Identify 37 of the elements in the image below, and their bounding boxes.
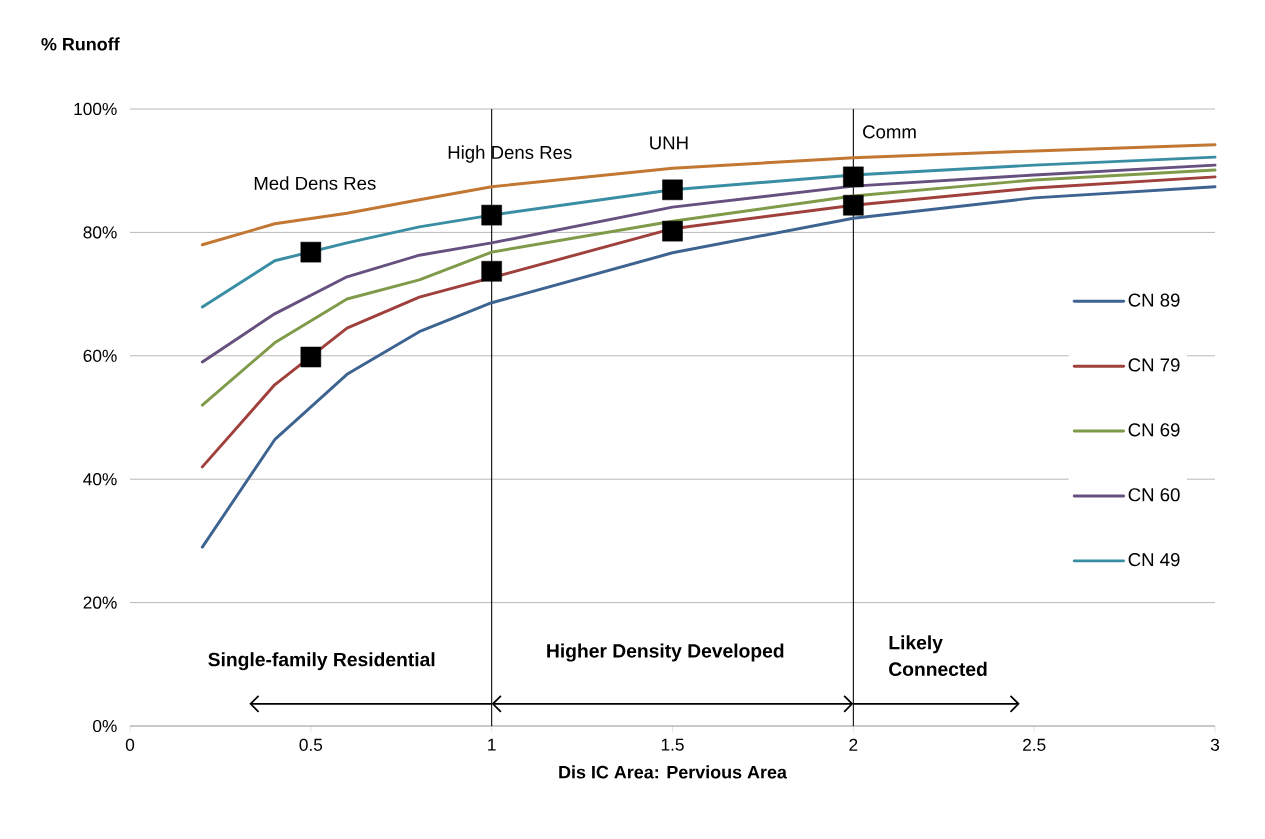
legend-label: CN 60	[1128, 488, 1180, 502]
point	[662, 179, 683, 201]
legend-label: CN 79	[1128, 358, 1180, 372]
annotation: High Dens Res	[448, 145, 572, 163]
x-tick-label: 1.5	[661, 738, 684, 751]
y-axis-title: % Runoff	[41, 37, 120, 51]
legend-label: CN 89	[1128, 293, 1180, 307]
line-series	[200, 175, 1217, 469]
y-tick-label: 100%	[74, 102, 117, 116]
legend-label: CN 69	[1128, 423, 1180, 437]
point	[662, 220, 683, 242]
annotation: UNH	[650, 136, 688, 150]
annotation: Comm	[863, 125, 916, 139]
annotation: Med Dens Res	[254, 176, 376, 190]
x-tick-label: 2.5	[1023, 738, 1046, 751]
point	[481, 261, 502, 282]
point	[481, 204, 502, 226]
y-tick-label: 0%	[93, 719, 117, 733]
x-tick-label: 0	[125, 738, 135, 751]
annotation: Single-family Residential	[208, 652, 435, 671]
y-tick-label: 80%	[83, 226, 117, 239]
legend-label: CN 49	[1128, 553, 1180, 567]
y-tick-label: 40%	[83, 473, 117, 486]
y-tick-label: 20%	[83, 596, 117, 609]
y-tick-label: 60%	[83, 349, 117, 362]
point	[300, 346, 322, 368]
x-tick-label: 2	[849, 738, 858, 751]
line-series	[200, 168, 1217, 407]
x-axis-title: Dis IC Area: Pervious Area	[559, 765, 788, 779]
x-tick-label: 1	[488, 738, 496, 751]
point	[843, 166, 864, 188]
x-tick-label: 0.5	[299, 738, 323, 751]
x-tick-label: 3	[1210, 738, 1220, 751]
point	[843, 194, 864, 216]
annotation: Likely Connected	[889, 635, 987, 677]
annotation: Higher Density Developed	[547, 643, 784, 662]
point	[300, 241, 322, 263]
